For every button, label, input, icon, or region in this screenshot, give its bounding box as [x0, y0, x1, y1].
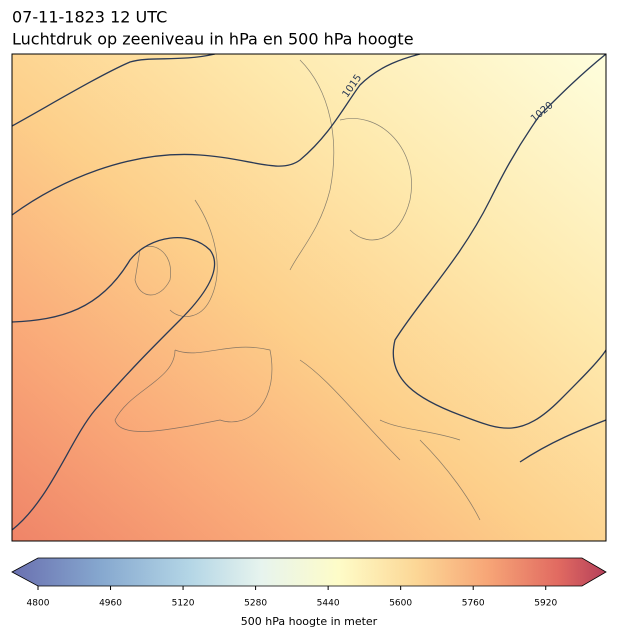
tick-label: 5760	[462, 599, 485, 609]
isobar	[12, 237, 216, 531]
colorbar-label: 500 hPa hoogte in meter	[241, 615, 378, 628]
tick-label: 5120	[172, 599, 195, 609]
tick-label: 4800	[27, 599, 50, 609]
isobar	[392, 54, 606, 429]
map-background	[12, 54, 606, 541]
isobar	[12, 54, 216, 127]
tick-label: 4960	[99, 599, 122, 609]
tick-label: 5440	[317, 599, 340, 609]
map-frame	[11, 53, 607, 542]
colorbar	[11, 557, 607, 587]
isobar	[519, 419, 606, 463]
title: 07-11-1823 12 UTC	[12, 8, 167, 27]
subtitle: Luchtdruk op zeeniveau in hPa en 500 hPa…	[12, 30, 414, 49]
tick-label: 5920	[534, 599, 557, 609]
tick-label: 5280	[244, 599, 267, 609]
isobar	[12, 54, 421, 216]
coastline	[114, 59, 481, 521]
map: 1015 1020	[12, 54, 606, 541]
tick-label: 5600	[389, 599, 412, 609]
